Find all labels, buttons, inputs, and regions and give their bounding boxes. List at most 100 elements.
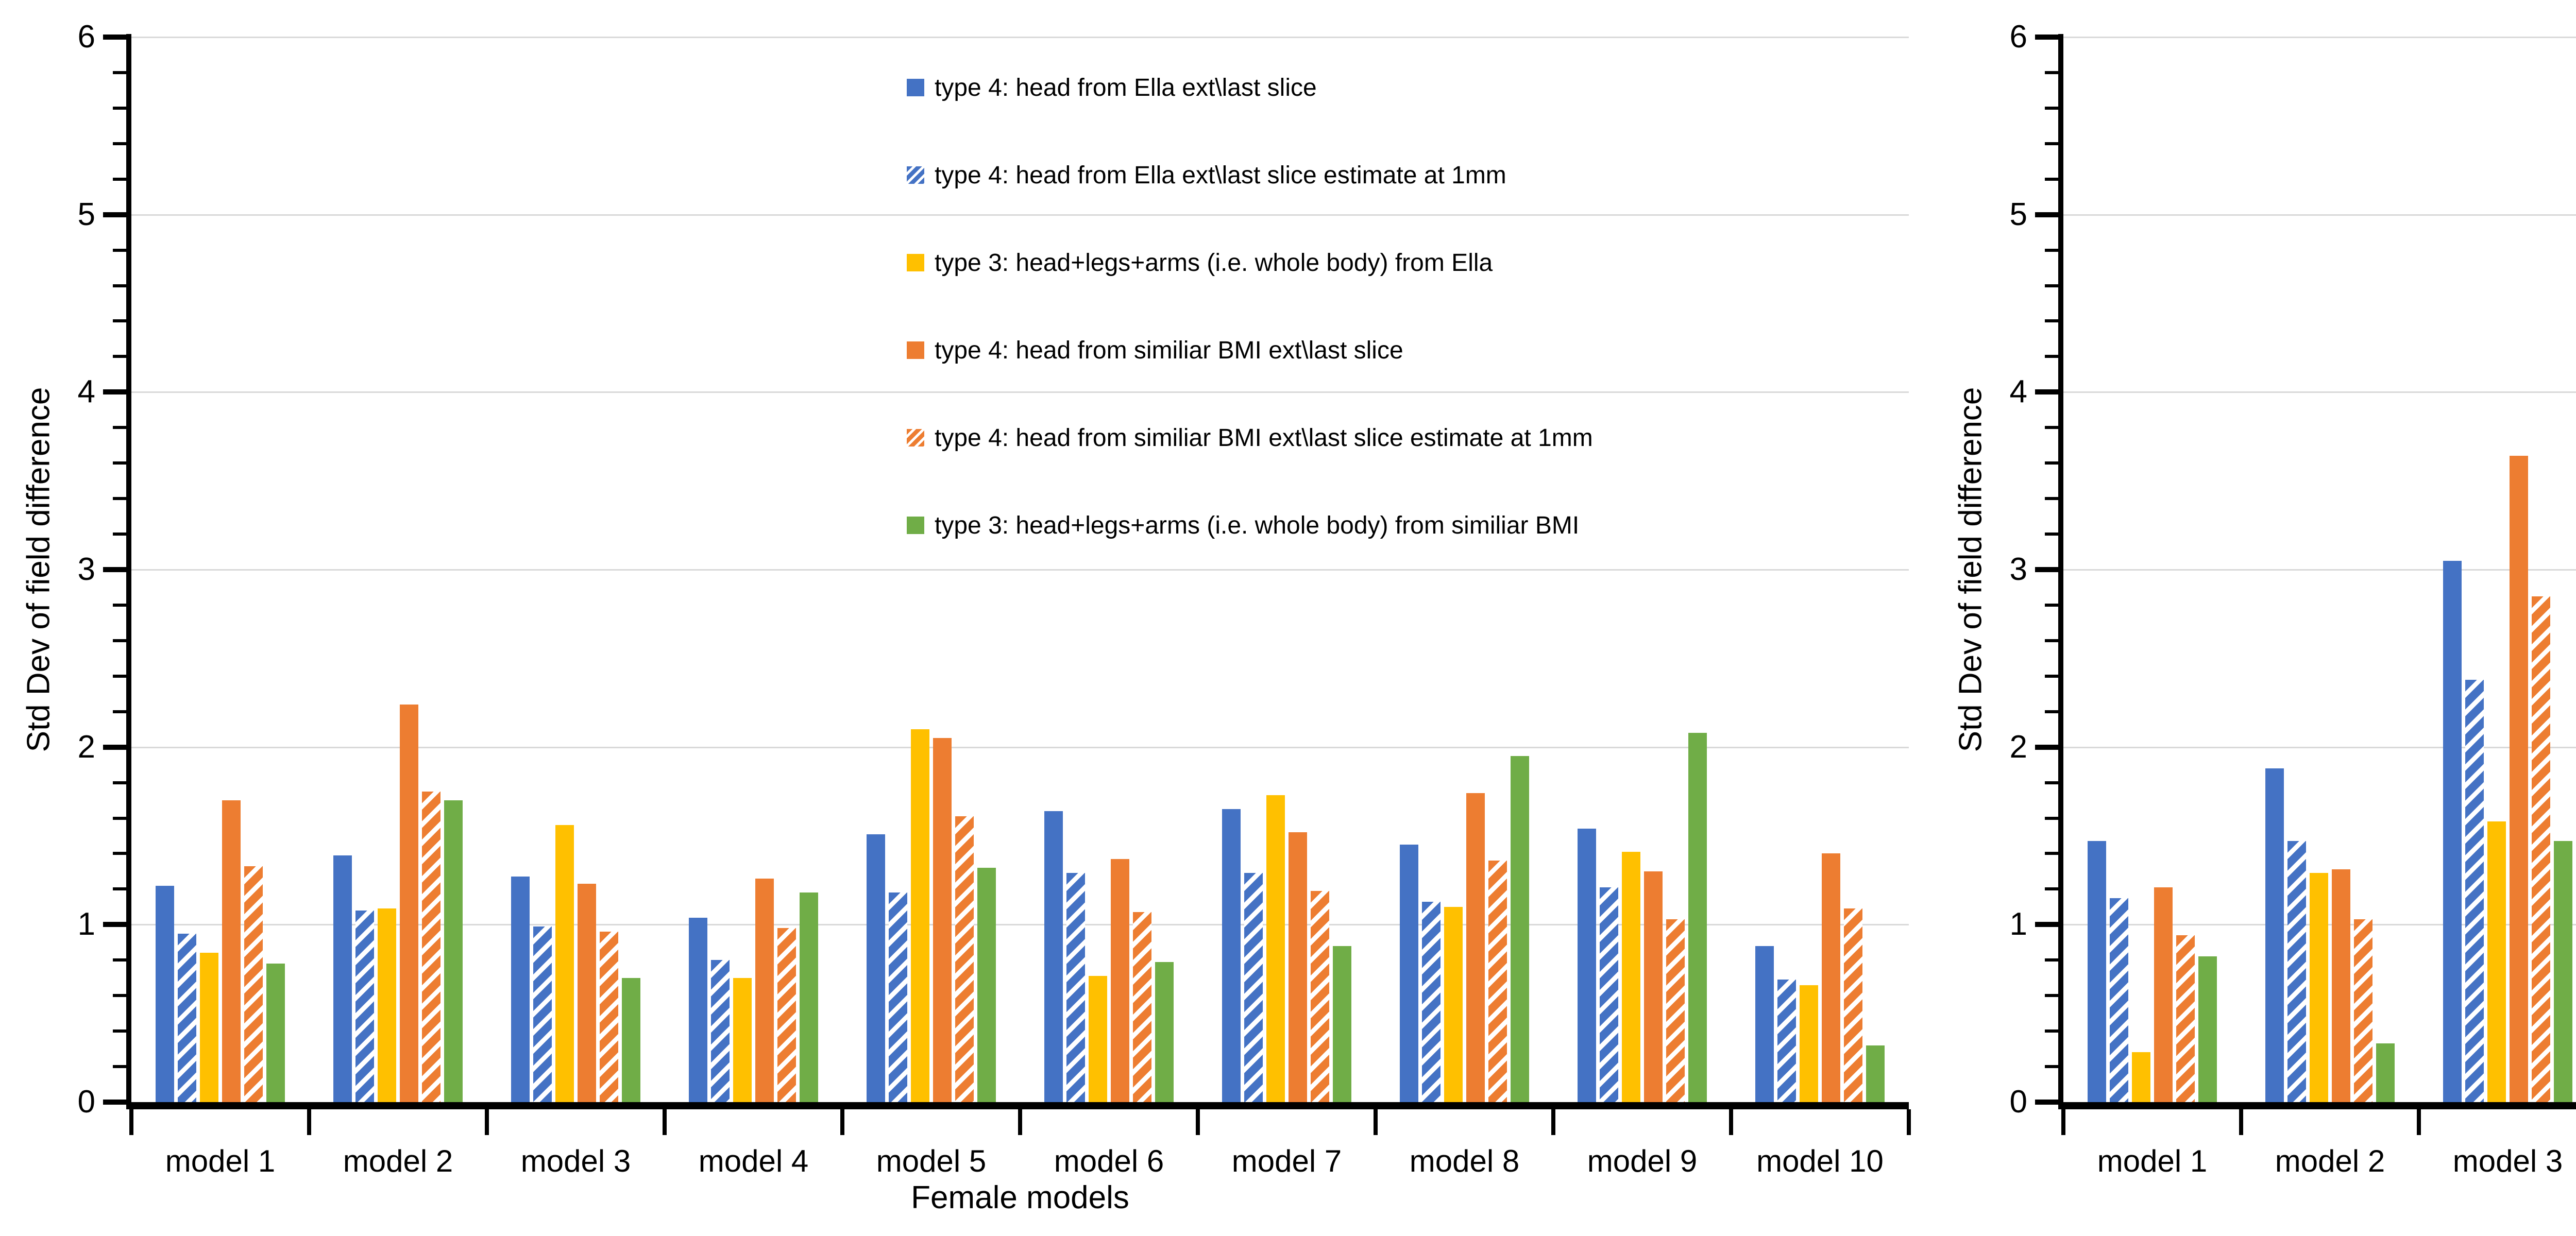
- bar: [689, 918, 707, 1102]
- y-minor-tick: [2045, 142, 2058, 145]
- y-tick-label: 6: [77, 19, 95, 55]
- y-minor-tick: [2045, 106, 2058, 110]
- x-category-label: model 2: [343, 1144, 453, 1178]
- x-tick: [1374, 1109, 1378, 1135]
- y-axis-title: Std Dev of field difference: [21, 387, 57, 752]
- y-tick-label: 4: [2009, 374, 2027, 410]
- y-minor-tick: [113, 603, 126, 607]
- bar: [2287, 841, 2306, 1102]
- bar: [511, 877, 530, 1102]
- y-minor-tick: [2045, 177, 2058, 181]
- y-minor-tick: [2045, 603, 2058, 607]
- bar: [355, 911, 374, 1102]
- gridline: [131, 924, 1909, 926]
- x-tick: [1729, 1109, 1733, 1135]
- y-major-tick: [2035, 35, 2058, 40]
- y-minor-tick: [2045, 781, 2058, 784]
- x-category-label: model 2: [2275, 1144, 2385, 1178]
- x-tick: [1018, 1109, 1022, 1135]
- y-minor-tick: [113, 816, 126, 820]
- legend-swatch-blue-solid: [907, 79, 924, 96]
- y-tick-label: 2: [2009, 729, 2027, 765]
- bar: [222, 800, 241, 1102]
- y-tick-label: 4: [77, 374, 95, 410]
- bar: [2154, 887, 2173, 1102]
- y-major-tick: [2035, 567, 2058, 572]
- y-minor-tick: [113, 781, 126, 784]
- bar: [244, 866, 263, 1102]
- y-minor-tick: [2045, 248, 2058, 252]
- y-minor-tick: [113, 248, 126, 252]
- bar: [2310, 873, 2328, 1102]
- x-category-label: model 10: [1756, 1144, 1884, 1178]
- bar: [1822, 853, 1840, 1102]
- gridline: [2063, 391, 2576, 393]
- bar: [178, 934, 196, 1102]
- y-minor-tick: [2045, 426, 2058, 430]
- y-minor-tick: [2045, 71, 2058, 74]
- bar: [2176, 935, 2195, 1102]
- y-minor-tick: [113, 177, 126, 181]
- y-minor-tick: [113, 994, 126, 998]
- bar: [2354, 919, 2372, 1102]
- bar: [1400, 845, 1418, 1102]
- y-minor-tick: [2045, 816, 2058, 820]
- bar: [1777, 980, 1796, 1102]
- x-tick: [663, 1109, 667, 1135]
- bar: [156, 886, 174, 1102]
- legend-label: type 3: head+legs+arms (i.e. whole body)…: [935, 511, 1580, 539]
- y-major-tick: [103, 35, 126, 40]
- bar: [1488, 861, 1507, 1102]
- y-minor-tick: [113, 958, 126, 962]
- bar: [622, 978, 640, 1102]
- legend-label: type 4: head from similiar BMI ext\last …: [935, 424, 1593, 452]
- gridline: [2063, 746, 2576, 748]
- x-tick: [2417, 1109, 2421, 1135]
- bar: [1311, 891, 1329, 1102]
- y-minor-tick: [113, 674, 126, 678]
- x-tick: [840, 1109, 844, 1135]
- bar: [755, 879, 774, 1102]
- bar: [777, 928, 796, 1102]
- bar: [1289, 832, 1307, 1102]
- bar: [1044, 811, 1063, 1102]
- gridline: [131, 746, 1909, 748]
- bar: [1578, 829, 1596, 1102]
- y-tick-label: 0: [2009, 1084, 2027, 1120]
- y-minor-tick: [2045, 674, 2058, 678]
- bar: [1466, 793, 1485, 1102]
- legend-label: type 4: head from Ella ext\last slice: [935, 74, 1317, 101]
- y-minor-tick: [113, 142, 126, 145]
- bar: [1866, 1045, 1885, 1102]
- bar: [2510, 456, 2528, 1102]
- bar: [955, 816, 974, 1102]
- y-tick-label: 5: [77, 196, 95, 232]
- legend-item: type 3: head+legs+arms (i.e. whole body)…: [907, 219, 1593, 306]
- legend: type 4: head from Ella ext\last slice typ…: [907, 44, 1593, 569]
- y-major-tick: [2035, 744, 2058, 750]
- legend-item: type 3: head+legs+arms (i.e. whole body)…: [907, 482, 1593, 569]
- y-minor-tick: [113, 106, 126, 110]
- y-minor-tick: [2045, 852, 2058, 855]
- x-axis-line: [126, 1102, 1909, 1109]
- bar: [600, 932, 618, 1102]
- bar: [1600, 887, 1618, 1102]
- y-axis-line: [2058, 34, 2063, 1109]
- legend-item: type 4: head from Ella ext\last slice: [907, 44, 1593, 131]
- y-major-tick: [2035, 922, 2058, 928]
- bar: [889, 892, 907, 1102]
- y-major-tick: [103, 1100, 126, 1105]
- bar: [2554, 841, 2572, 1102]
- x-category-label: model 7: [1231, 1144, 1342, 1178]
- bar: [2487, 821, 2506, 1102]
- bar: [1800, 985, 1818, 1102]
- legend-label: type 4: head from Ella ext\last slice es…: [935, 161, 1506, 189]
- x-category-label: model 5: [876, 1144, 987, 1178]
- x-category-label: model 6: [1054, 1144, 1164, 1178]
- bar: [711, 960, 730, 1102]
- bar: [422, 792, 440, 1102]
- legend-label: type 3: head+legs+arms (i.e. whole body)…: [935, 249, 1493, 277]
- bar: [200, 953, 218, 1102]
- bar: [800, 892, 818, 1102]
- y-minor-tick: [2045, 533, 2058, 536]
